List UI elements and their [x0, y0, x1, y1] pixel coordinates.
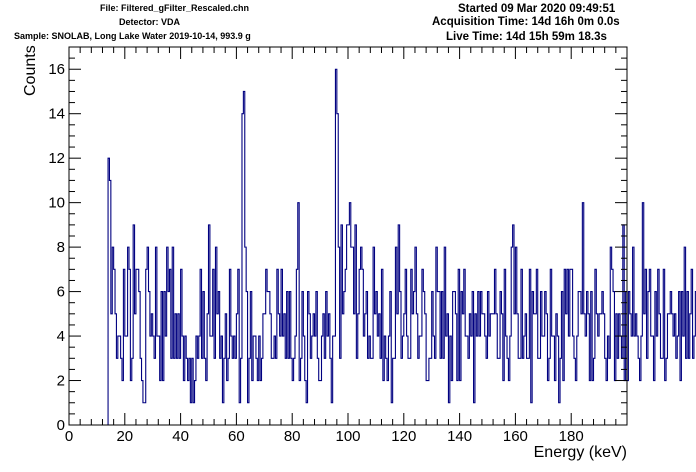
- x-tick-label: 160: [503, 428, 528, 445]
- y-tick-label: 12: [48, 150, 65, 167]
- file-name: File: Filtered_gFilter_Rescaled.chn: [100, 3, 250, 13]
- x-tick-label: 120: [391, 428, 416, 445]
- x-tick-label: 20: [116, 428, 133, 445]
- acquisition-time: Acquisition Time: 14d 16h 0m 0.0s: [432, 16, 620, 28]
- x-tick-label: 100: [335, 428, 360, 445]
- y-tick-label: 6: [57, 284, 65, 301]
- x-axis-title: Energy (keV): [534, 444, 627, 461]
- sample-info: Sample: SNOLAB, Long Lake Water 2019-10-…: [14, 31, 251, 41]
- x-tick-label: 40: [172, 428, 189, 445]
- x-tick-label: 0: [65, 428, 73, 445]
- x-tick-label: 140: [447, 428, 472, 445]
- x-tick-label: 80: [284, 428, 301, 445]
- plot-area: 0 20 40 60 80 100 120 140 160 180 0 2 4 6 8 10 12 14 16: [48, 46, 696, 445]
- y-tick-label: 8: [57, 239, 65, 256]
- y-axis-title: Counts: [22, 45, 39, 96]
- detector-name: Detector: VDA: [119, 17, 181, 27]
- plot-frame: [68, 46, 628, 426]
- y-tick-label: 4: [57, 328, 65, 345]
- start-time: Started 09 Mar 2020 09:49:51: [458, 3, 616, 15]
- y-tick-label: 16: [48, 61, 65, 78]
- y-tick-label: 0: [57, 417, 65, 434]
- spectrum-histogram-line: [69, 68, 696, 426]
- y-tick-label: 14: [48, 106, 65, 123]
- x-tick-label: 60: [228, 428, 245, 445]
- y-tick-label: 2: [57, 373, 65, 390]
- y-tick-label: 10: [48, 195, 65, 212]
- x-tick-label: 180: [559, 428, 584, 445]
- live-time: Live Time: 14d 15h 59m 18.3s: [446, 31, 607, 43]
